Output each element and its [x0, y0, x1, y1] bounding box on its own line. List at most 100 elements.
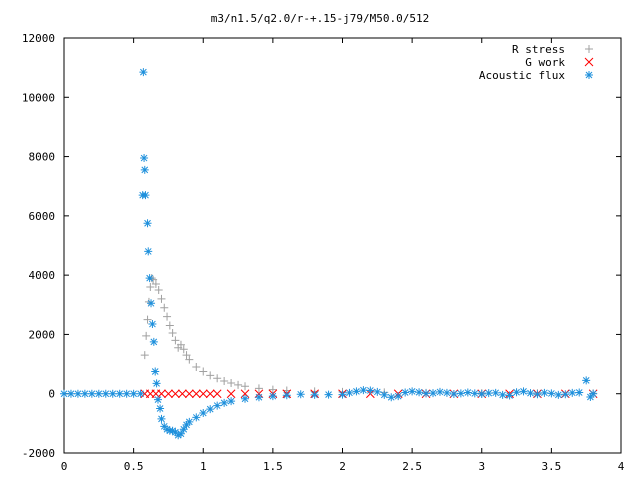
data-point — [212, 389, 222, 399]
data-point — [442, 388, 451, 397]
data-point — [199, 408, 208, 417]
data-point — [582, 376, 591, 385]
data-point — [575, 388, 584, 397]
data-point — [408, 387, 417, 396]
data-point — [140, 154, 149, 163]
data-point — [394, 392, 403, 401]
data-point — [185, 417, 194, 426]
data-point — [165, 321, 174, 330]
data-point — [463, 388, 472, 397]
data-point — [129, 389, 138, 398]
data-point — [108, 389, 117, 398]
data-point — [142, 331, 151, 340]
data-point — [586, 392, 595, 401]
data-point — [73, 389, 82, 398]
data-point — [122, 389, 131, 398]
data-point — [227, 379, 236, 388]
data-point — [136, 389, 145, 398]
chart-title: m3/n1.5/q2.0/r-+.15-j79/M50.0/512 — [211, 12, 430, 25]
data-point — [153, 395, 162, 404]
data-point — [87, 389, 96, 398]
y-tick-label: 2000 — [29, 328, 56, 341]
data-point — [484, 389, 493, 398]
x-tick-label: 2 — [339, 460, 346, 473]
data-point — [151, 280, 160, 289]
data-point — [148, 320, 157, 329]
data-point — [157, 389, 166, 399]
data-point — [184, 389, 194, 399]
data-point — [182, 351, 191, 360]
y-tick-label: 10000 — [22, 91, 55, 104]
data-point — [491, 388, 500, 397]
data-point — [401, 388, 410, 397]
data-point — [324, 390, 333, 399]
data-point — [176, 340, 185, 349]
data-point — [512, 388, 521, 397]
data-point — [171, 389, 180, 399]
data-point — [154, 285, 163, 294]
data-point — [157, 414, 166, 423]
data-point — [206, 371, 215, 380]
data-point — [234, 380, 243, 389]
data-point — [345, 388, 354, 397]
data-point — [429, 389, 438, 398]
x-tick-label: 0.5 — [124, 460, 144, 473]
x-tick-label: 3.5 — [541, 460, 561, 473]
data-point — [470, 389, 479, 398]
data-point — [192, 413, 201, 422]
data-point — [66, 389, 75, 398]
data-point — [143, 219, 152, 228]
x-axis: 0 0.5 1 1.5 2 2.5 3 3.5 4 — [61, 38, 625, 473]
x-tick-label: 3 — [478, 460, 485, 473]
data-point — [174, 431, 183, 440]
data-point — [141, 191, 150, 200]
legend-label: R stress — [512, 43, 565, 56]
data-point — [268, 392, 277, 401]
data-point — [254, 384, 263, 393]
data-point — [241, 382, 250, 391]
data-point — [156, 404, 165, 413]
data-point — [589, 389, 598, 398]
data-point — [533, 390, 542, 399]
data-point — [101, 389, 110, 398]
y-tick-label: 4000 — [29, 269, 56, 282]
data-point — [140, 165, 149, 174]
data-point — [435, 387, 444, 396]
data-point — [366, 386, 375, 395]
data-point — [296, 390, 305, 399]
data-point — [254, 393, 263, 402]
data-point — [241, 394, 250, 403]
data-point — [373, 387, 382, 396]
data-point — [422, 389, 431, 398]
series-acoustic-flux — [60, 68, 598, 440]
data-point — [352, 387, 361, 396]
x-tick-label: 1 — [200, 460, 207, 473]
data-point — [144, 247, 153, 256]
data-point — [310, 390, 319, 399]
data-point — [338, 390, 347, 399]
data-point — [199, 367, 208, 376]
legend-marker — [585, 71, 593, 79]
data-point — [198, 389, 208, 399]
data-point — [547, 389, 556, 398]
data-point — [387, 393, 396, 402]
data-point — [220, 398, 229, 407]
data-point — [282, 391, 291, 400]
data-point — [526, 389, 535, 398]
data-point — [143, 315, 152, 324]
data-point — [171, 336, 180, 345]
data-point — [176, 429, 185, 438]
data-point — [449, 390, 458, 399]
x-tick-label: 0 — [61, 460, 68, 473]
data-point — [178, 389, 187, 399]
data-point — [206, 405, 215, 414]
data-point — [227, 397, 236, 406]
data-point — [185, 355, 194, 364]
data-point — [380, 390, 389, 399]
x-tick-label: 2.5 — [402, 460, 422, 473]
data-point — [151, 367, 160, 376]
data-point — [226, 389, 236, 399]
